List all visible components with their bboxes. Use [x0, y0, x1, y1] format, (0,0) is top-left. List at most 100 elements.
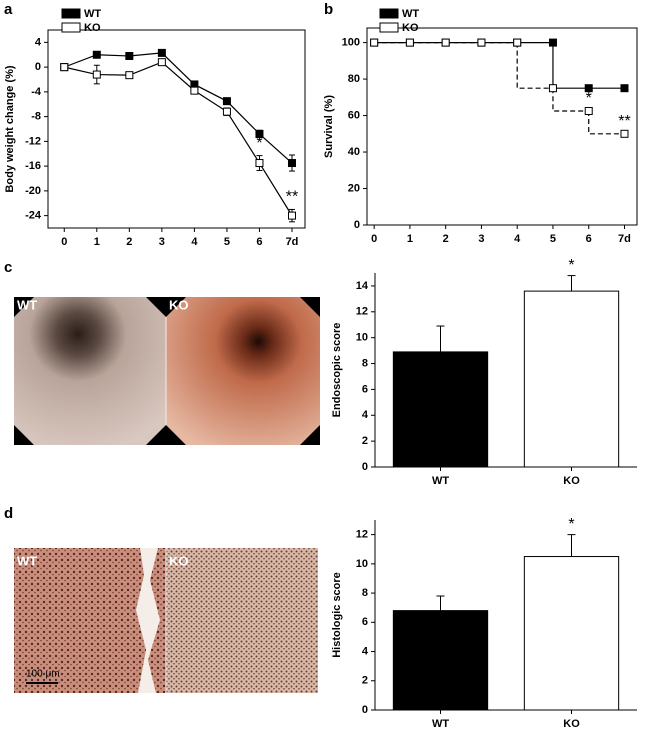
significance: * [568, 257, 574, 274]
y-axis-title: Survival (%) [323, 95, 335, 158]
y-tick-label: 0 [354, 219, 360, 231]
y-tick-label: -20 [25, 185, 41, 197]
legend-label: WT [402, 8, 419, 20]
marker [125, 51, 134, 60]
marker [222, 97, 231, 106]
line [64, 52, 293, 164]
marker [222, 107, 231, 116]
y-tick-label: 4 [35, 36, 42, 48]
y-tick-label: 4 [362, 409, 369, 421]
y-tick-label: -24 [25, 210, 42, 222]
plot-frame [366, 27, 638, 226]
x-tick-label: 4 [191, 236, 198, 248]
y-tick-label: 8 [362, 357, 368, 369]
y-tick-label: 0 [362, 704, 368, 716]
marker [370, 38, 379, 47]
x-tick-label: 7d [618, 233, 631, 245]
y-tick-label: -16 [25, 160, 41, 172]
legend-swatch [379, 8, 399, 19]
bar [392, 351, 489, 468]
panel-letter: b [324, 1, 333, 18]
y-tick-label: 8 [362, 587, 368, 599]
x-tick-label: 0 [61, 236, 67, 248]
y-tick-label: -12 [25, 135, 41, 147]
x-tick-label: 7d [286, 236, 299, 248]
image-label: KO [169, 553, 189, 568]
legend-label: KO [84, 22, 101, 34]
marker [255, 159, 264, 168]
corner [14, 425, 34, 445]
y-tick-label: 10 [356, 558, 368, 570]
image-label: WT [17, 297, 37, 312]
y-tick-label: 12 [356, 529, 368, 541]
corner [14, 297, 34, 317]
marker [513, 38, 522, 47]
corner [166, 297, 186, 317]
y-tick-label: 6 [362, 383, 368, 395]
significance: ** [286, 189, 298, 206]
bar [523, 556, 620, 711]
image-ko [166, 297, 320, 445]
marker [441, 38, 450, 47]
x-tick-label: WT [432, 475, 449, 487]
legend-swatch [61, 8, 81, 19]
y-tick-label: 10 [356, 332, 368, 344]
legend-label: KO [402, 22, 419, 34]
marker [548, 84, 557, 93]
marker [60, 63, 69, 72]
step-line [552, 42, 589, 89]
step-line [552, 88, 589, 112]
scale-bar-label: 100 μm [26, 669, 60, 680]
y-tick-label: 14 [356, 280, 369, 292]
y-tick-label: 100 [342, 36, 360, 48]
corner [300, 297, 320, 317]
legend-swatch [61, 22, 81, 33]
y-tick-label: 80 [348, 73, 360, 85]
histology-images [14, 548, 318, 693]
x-tick-label: KO [563, 718, 580, 730]
marker [584, 84, 593, 93]
significance: * [256, 135, 262, 152]
x-tick-label: 5 [550, 233, 556, 245]
step-line [516, 42, 553, 89]
line [64, 61, 293, 216]
marker [255, 129, 264, 138]
panel-letter: c [4, 259, 12, 276]
significance: ** [618, 113, 630, 130]
x-tick-label: 5 [224, 236, 230, 248]
corner [166, 425, 186, 445]
marker [620, 84, 629, 93]
y-tick-label: 2 [362, 435, 368, 447]
y-tick-label: 60 [348, 109, 360, 121]
y-tick-label: 0 [362, 461, 368, 473]
x-tick-label: 3 [478, 233, 484, 245]
marker [287, 211, 296, 220]
marker [548, 38, 557, 47]
y-tick-label: 2 [362, 675, 368, 687]
corner [300, 425, 320, 445]
x-tick-label: 4 [514, 233, 521, 245]
bar [523, 290, 620, 468]
y-tick-label: 6 [362, 616, 368, 628]
x-tick-label: WT [432, 718, 449, 730]
x-tick-label: 3 [159, 236, 165, 248]
x-tick-label: KO [563, 475, 580, 487]
x-tick-label: 6 [586, 233, 592, 245]
image-label: WT [17, 553, 37, 568]
panel-letter: a [4, 1, 13, 18]
image-ko [166, 548, 318, 693]
legend-swatch [379, 22, 399, 33]
y-tick-label: 12 [356, 306, 368, 318]
y-tick-label: 0 [35, 61, 41, 73]
x-tick-label: 2 [126, 236, 132, 248]
y-tick-label: -4 [31, 86, 42, 98]
y-tick-label: -8 [31, 111, 41, 123]
corner [146, 297, 166, 317]
legend-label: WT [84, 8, 101, 20]
lumen [136, 548, 160, 693]
plot-frame [47, 29, 306, 229]
x-tick-label: 1 [407, 233, 413, 245]
y-axis-title: Body weight change (%) [4, 65, 16, 192]
y-axis-title: Histologic score [331, 572, 343, 658]
